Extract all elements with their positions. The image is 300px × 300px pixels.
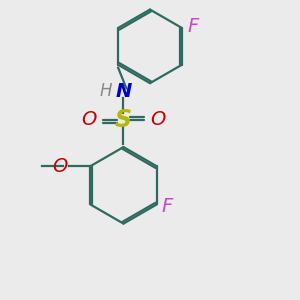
Text: O: O (52, 157, 68, 176)
Text: O: O (150, 110, 165, 130)
Text: S: S (115, 108, 132, 132)
Text: H: H (100, 82, 112, 100)
Text: O: O (82, 110, 97, 130)
Text: F: F (187, 17, 198, 36)
Text: N: N (115, 82, 132, 101)
Text: F: F (162, 197, 173, 216)
